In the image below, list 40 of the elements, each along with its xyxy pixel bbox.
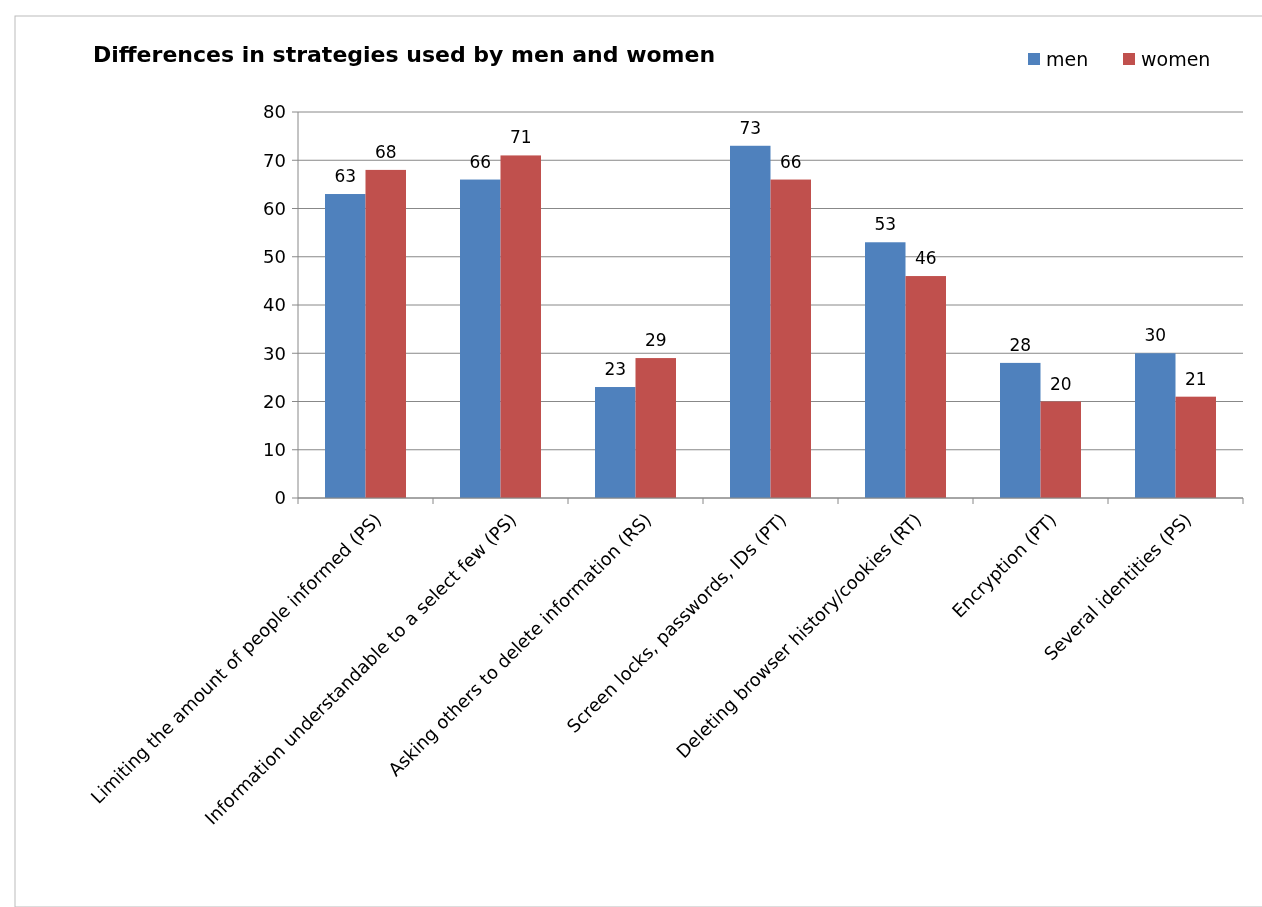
data-label: 71 [509,127,532,148]
chart-title: Differences in strategies used by men and women [93,42,716,67]
bar [325,194,366,498]
data-label: 23 [604,359,627,380]
bar [730,145,771,498]
data-label: 20 [1049,373,1072,394]
bar [905,276,946,498]
data-label: 73 [739,117,762,138]
y-tick-label: 60 [263,197,286,219]
y-tick-label: 50 [263,246,286,268]
y-tick-label: 40 [263,294,286,316]
bar [365,169,406,498]
bar [1175,396,1216,498]
data-label: 28 [1009,334,1032,355]
data-label: 66 [779,151,802,172]
y-tick-label: 0 [274,487,286,509]
data-label: 21 [1184,368,1207,389]
y-tick-label: 80 [263,101,286,123]
data-label: 29 [644,330,667,351]
bar [460,179,501,498]
y-tick-label: 20 [263,390,286,412]
bar [1135,353,1176,498]
bar [500,155,541,498]
bar [595,387,636,498]
legend-label: women [1141,47,1211,70]
bar [865,242,906,498]
data-label: 46 [914,248,937,269]
bar [1040,401,1081,498]
bar [635,358,676,498]
data-label: 66 [469,151,492,172]
y-tick-label: 30 [263,342,286,364]
data-label: 30 [1144,325,1167,346]
y-tick-label: 10 [263,439,286,461]
data-label: 53 [874,214,897,235]
data-label: 63 [334,166,357,187]
bar [770,179,811,498]
legend-label: men [1046,47,1089,70]
bar [1000,362,1041,498]
y-tick-label: 70 [263,149,286,171]
data-label: 68 [374,141,397,162]
